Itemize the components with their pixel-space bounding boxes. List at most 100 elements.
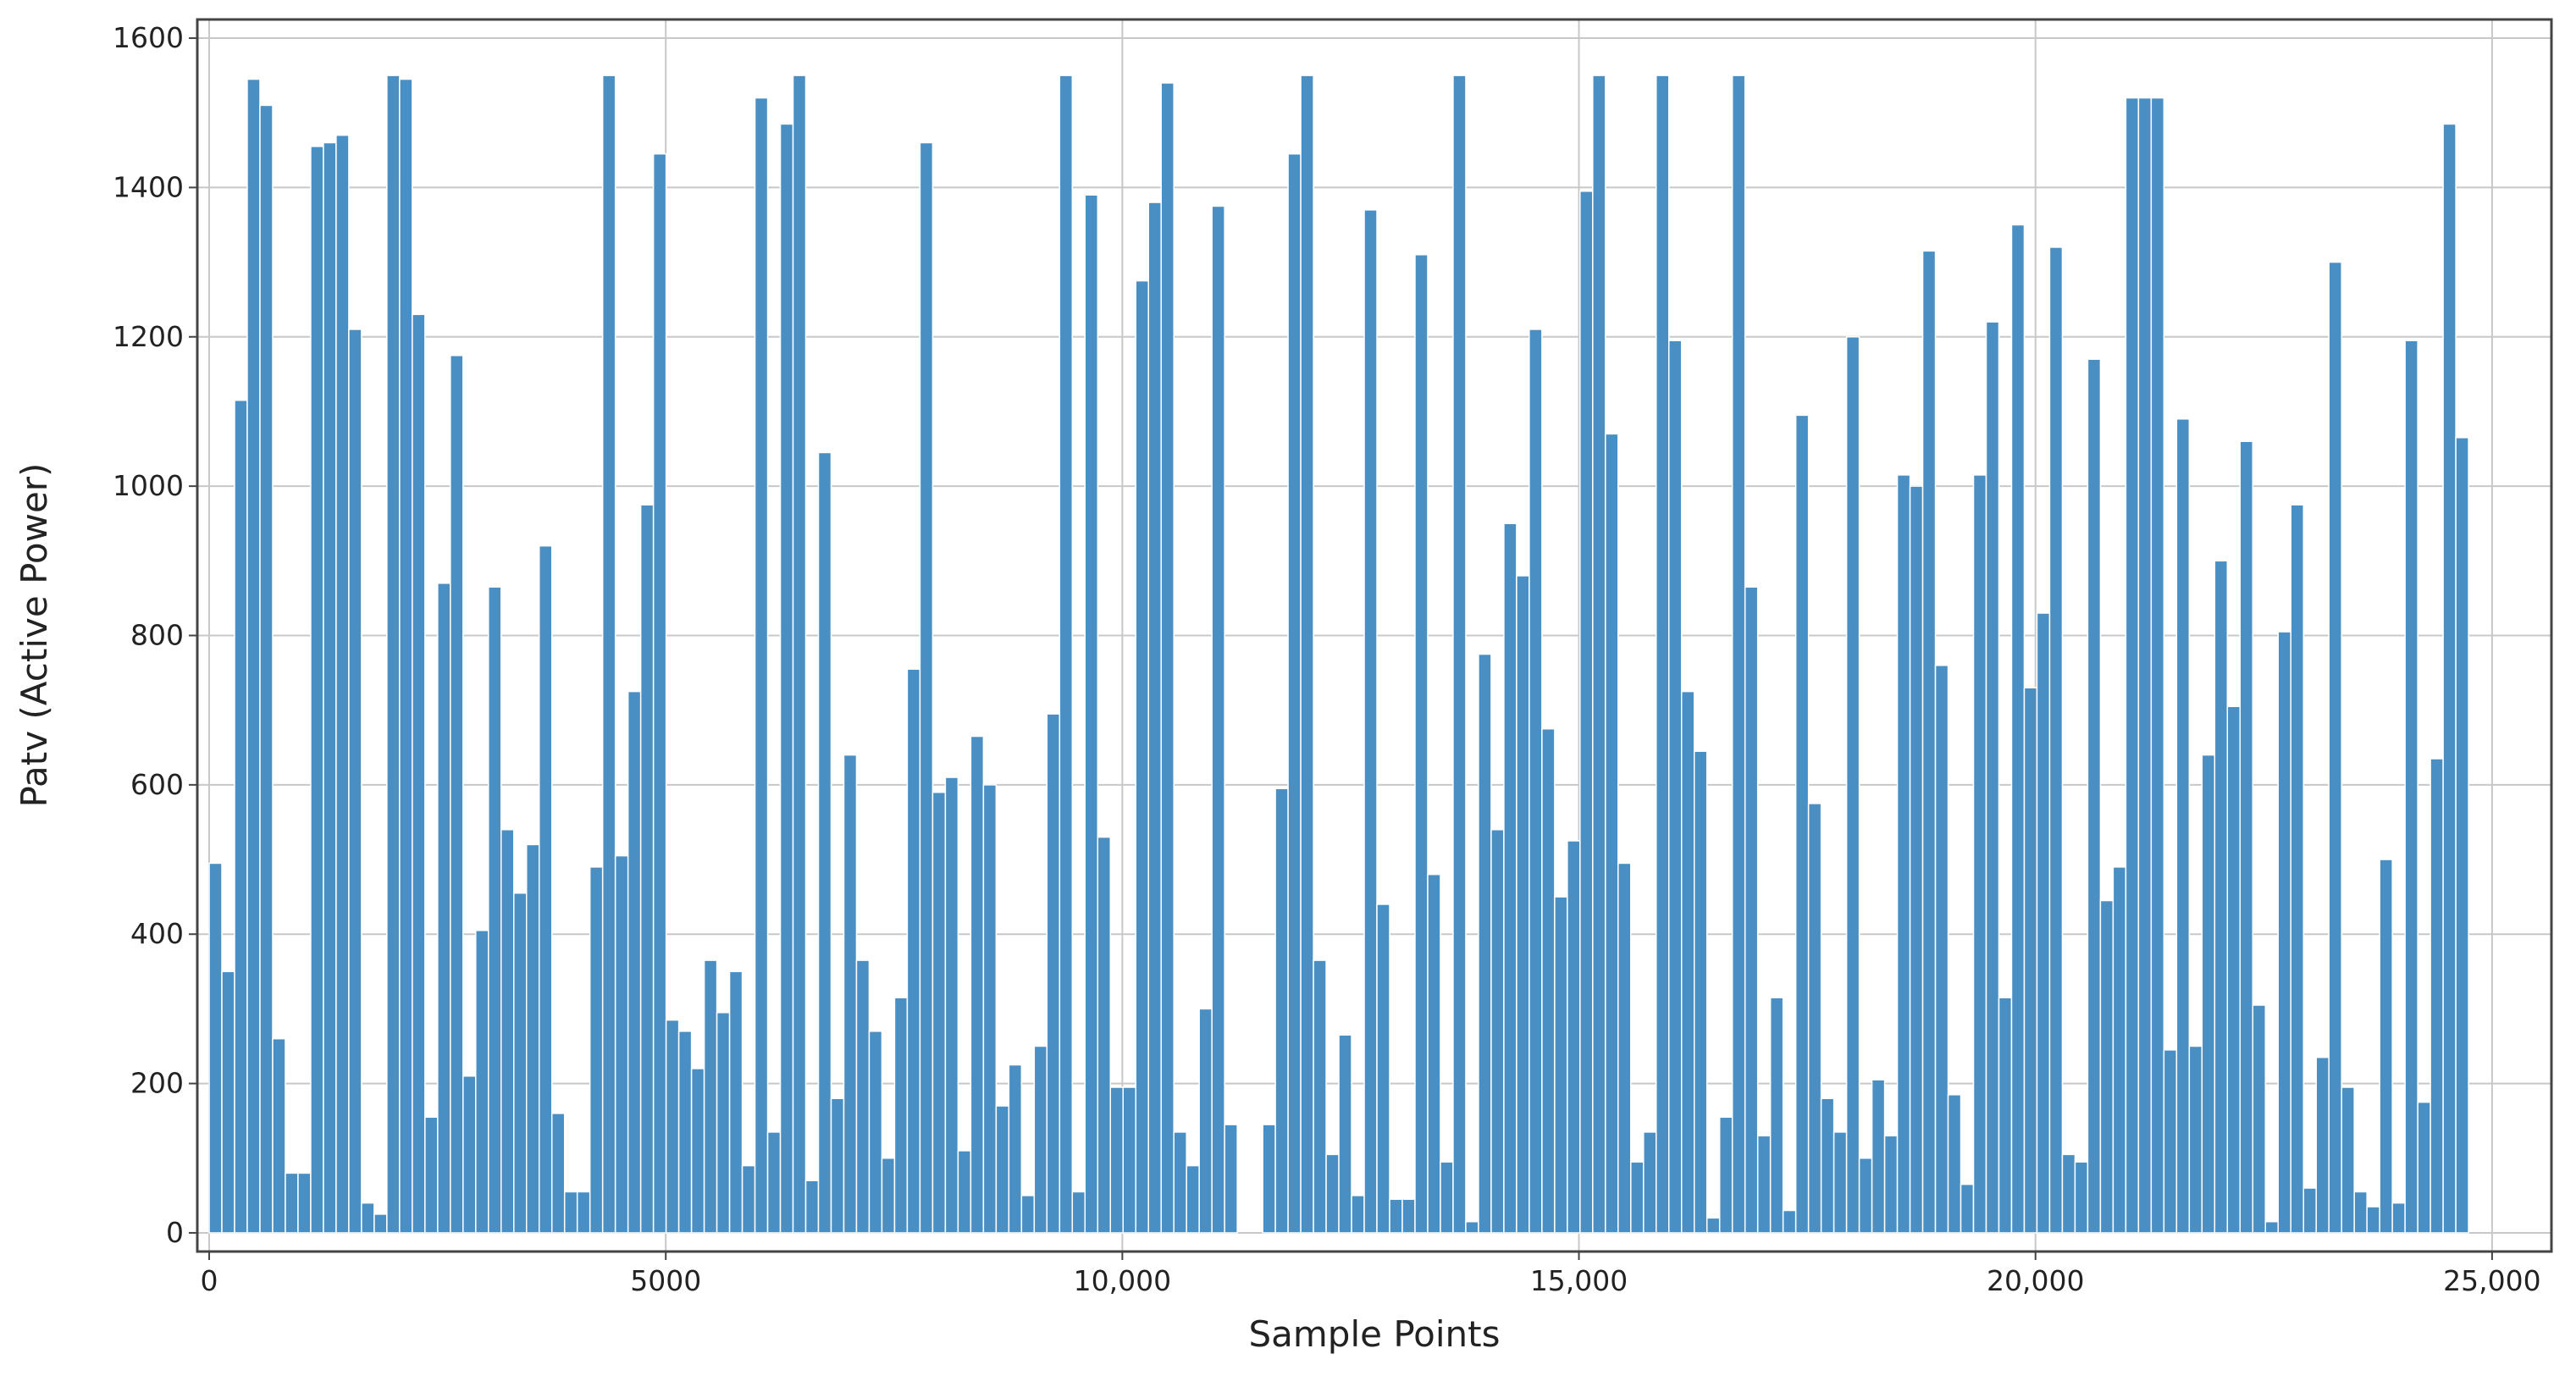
bar — [1059, 75, 1074, 1234]
bar — [2252, 1004, 2267, 1234]
bar — [2341, 1086, 2355, 1234]
bar — [1084, 194, 1099, 1234]
bar — [1287, 152, 1302, 1234]
bar — [1769, 997, 1784, 1234]
bar — [1858, 1158, 1873, 1234]
bar — [2430, 758, 2444, 1234]
ticks: 0 200 400 600 800 1000 1200 1400 1600 0 5000 10,000… — [113, 21, 2541, 1297]
bar — [2074, 1161, 2089, 1234]
bar — [285, 1172, 299, 1234]
bar — [1731, 75, 1746, 1234]
bar — [2391, 1202, 2406, 1234]
bar — [1921, 250, 1937, 1234]
bar — [2201, 754, 2216, 1234]
bar — [1071, 1191, 1086, 1234]
bar — [500, 829, 515, 1234]
bar — [2010, 224, 2026, 1234]
bar — [525, 843, 540, 1234]
y-tick-label: 1200 — [113, 320, 184, 353]
bar — [1909, 485, 1924, 1234]
bar — [2125, 97, 2140, 1234]
bar — [2150, 97, 2165, 1234]
bar — [601, 75, 616, 1234]
bar — [1947, 1094, 1962, 1234]
bar — [855, 959, 871, 1234]
bar — [2036, 612, 2051, 1234]
bar — [1427, 873, 1441, 1234]
x-axis-label: Sample Points — [1249, 1313, 1501, 1355]
x-tick-label: 10,000 — [1074, 1264, 1171, 1297]
bar — [2417, 1101, 2431, 1234]
bar — [1020, 1195, 1036, 1234]
bar — [234, 399, 248, 1234]
bar — [1224, 1124, 1238, 1234]
bar — [2099, 899, 2114, 1234]
bar — [297, 1172, 312, 1234]
bar — [488, 586, 502, 1234]
bar — [2112, 866, 2127, 1234]
bar — [995, 1105, 1010, 1234]
bars — [208, 75, 2469, 1234]
bar — [779, 123, 794, 1234]
bar — [906, 668, 921, 1234]
bar — [652, 152, 667, 1234]
bar — [766, 1131, 782, 1234]
bar — [1363, 209, 1378, 1234]
bar — [741, 1164, 756, 1234]
bar — [1845, 336, 1860, 1234]
bar — [1756, 1135, 1772, 1234]
bar — [1567, 840, 1581, 1234]
bar — [1389, 1198, 1403, 1234]
bar — [614, 854, 629, 1234]
bar — [310, 146, 324, 1234]
bar — [1503, 522, 1517, 1234]
bar — [1617, 862, 1632, 1234]
bar — [1173, 1131, 1187, 1234]
bar — [690, 1068, 705, 1234]
y-tick-label: 600 — [130, 768, 184, 801]
bar — [970, 735, 985, 1234]
y-tick-label: 1600 — [113, 21, 184, 54]
bar — [893, 997, 909, 1234]
bar — [1794, 414, 1810, 1234]
bar — [843, 754, 858, 1234]
bar — [1985, 321, 2000, 1234]
bar — [2455, 437, 2469, 1234]
bar — [1871, 1079, 1886, 1234]
bar — [589, 866, 604, 1234]
bar — [2290, 504, 2304, 1234]
bar — [1630, 1161, 1645, 1234]
bar — [563, 1191, 578, 1234]
bar — [2023, 687, 2038, 1234]
bar — [1782, 1209, 1797, 1234]
bar — [1313, 959, 1327, 1234]
bar — [1274, 787, 1289, 1234]
bar — [1693, 750, 1708, 1234]
bar — [2442, 123, 2457, 1234]
bar — [259, 104, 274, 1234]
bar — [1198, 1008, 1213, 1234]
x-tick-label: 5000 — [630, 1264, 701, 1297]
bar — [1147, 202, 1162, 1234]
bar — [1705, 1217, 1721, 1234]
bar — [1033, 1045, 1048, 1234]
bar — [1135, 279, 1149, 1234]
bar — [399, 78, 413, 1234]
bar — [1541, 727, 1556, 1234]
bar — [1008, 1064, 1023, 1234]
bar — [957, 1150, 972, 1234]
bar — [1516, 575, 1530, 1234]
bar — [2404, 340, 2418, 1234]
bar — [639, 504, 655, 1234]
bar — [1883, 1135, 1899, 1234]
bar — [1465, 1220, 1479, 1234]
bar — [2048, 246, 2064, 1234]
bar — [424, 1116, 439, 1234]
y-tick-label: 800 — [130, 619, 184, 652]
bar — [1718, 1116, 1733, 1234]
bar — [1681, 690, 1695, 1234]
bar — [1452, 75, 1467, 1234]
y-tick-label: 1400 — [113, 170, 184, 203]
bar — [2239, 440, 2254, 1234]
y-tick-label: 1000 — [113, 469, 184, 502]
